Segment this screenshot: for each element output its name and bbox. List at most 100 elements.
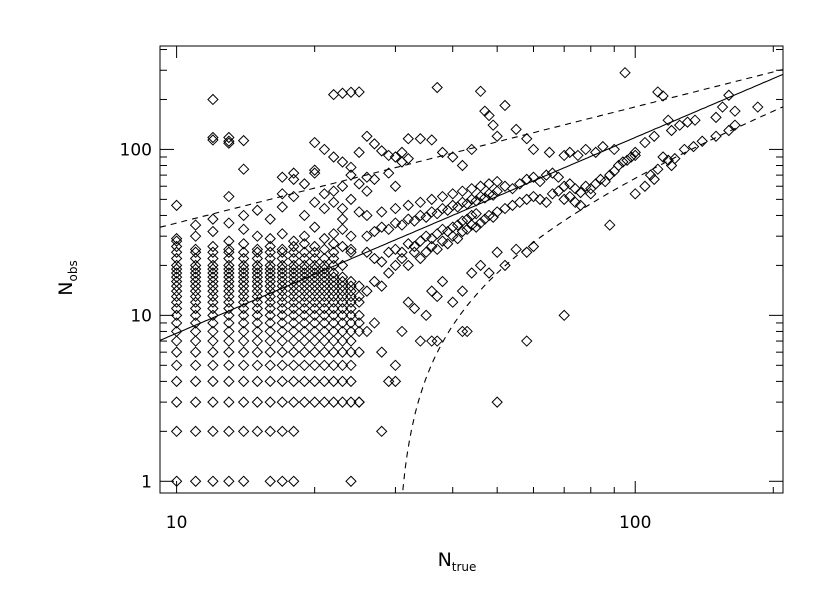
- data-point: [318, 188, 331, 200]
- data-point: [345, 275, 357, 288]
- data-point: [447, 296, 459, 308]
- data-point: [353, 325, 365, 338]
- data-point: [287, 280, 300, 292]
- data-point: [264, 232, 276, 245]
- data-point: [436, 275, 449, 288]
- data-point: [170, 232, 183, 245]
- data-point: [251, 296, 264, 308]
- data-point: [336, 271, 349, 283]
- data-point: [264, 346, 276, 358]
- data-point: [447, 221, 459, 233]
- data-point: [264, 240, 276, 253]
- data-point: [687, 140, 700, 153]
- data-point: [368, 173, 381, 186]
- data-point: [251, 375, 264, 388]
- data-point: [521, 193, 533, 206]
- data-point: [604, 169, 616, 181]
- data-point: [402, 152, 414, 165]
- data-point: [652, 163, 664, 175]
- data-point: [336, 346, 349, 358]
- data-point: [483, 209, 495, 222]
- data-point: [237, 259, 250, 272]
- data-point: [689, 114, 701, 126]
- data-point: [604, 219, 616, 231]
- data-point: [298, 335, 311, 347]
- data-point: [264, 259, 276, 272]
- data-point: [237, 134, 250, 147]
- data-point: [223, 235, 235, 247]
- upper-bound-line: [160, 68, 783, 228]
- data-point: [652, 86, 664, 98]
- data-point: [483, 109, 495, 122]
- data-point: [662, 154, 674, 166]
- data-point: [729, 105, 741, 117]
- data-point: [327, 285, 340, 297]
- data-point: [353, 309, 365, 322]
- data-point: [569, 196, 581, 209]
- data-point: [336, 213, 349, 225]
- data-point: [327, 151, 340, 163]
- data-point: [345, 335, 357, 347]
- data-point: [483, 178, 495, 190]
- data-point: [431, 243, 443, 256]
- data-point: [465, 143, 478, 156]
- data-point: [287, 290, 300, 303]
- data-point: [621, 154, 633, 166]
- data-point: [336, 240, 349, 253]
- data-point: [752, 101, 764, 113]
- data-point: [276, 243, 289, 256]
- data-point: [345, 475, 357, 487]
- data-point: [223, 246, 235, 258]
- data-point: [170, 359, 183, 372]
- data-point: [170, 271, 183, 283]
- data-point: [251, 359, 264, 372]
- data-point: [599, 175, 611, 188]
- data-point: [264, 271, 276, 283]
- data-point: [580, 143, 592, 156]
- data-point: [389, 217, 402, 229]
- data-point: [327, 346, 340, 358]
- data-point: [648, 130, 660, 142]
- data-point: [479, 192, 491, 204]
- data-point: [389, 180, 402, 192]
- data-point: [345, 280, 357, 292]
- data-point: [353, 206, 365, 218]
- data-point: [207, 271, 219, 283]
- data-point: [318, 259, 331, 272]
- data-point: [207, 225, 219, 238]
- data-point: [396, 252, 408, 265]
- data-point: [345, 161, 357, 174]
- data-point: [237, 346, 250, 358]
- data-point: [327, 317, 340, 329]
- data-point: [318, 375, 331, 388]
- data-point: [678, 143, 691, 156]
- data-point: [558, 309, 570, 322]
- data-point: [308, 346, 321, 358]
- data-point: [264, 375, 276, 388]
- data-point: [170, 309, 183, 322]
- data-point: [716, 101, 729, 113]
- data-point: [336, 156, 349, 168]
- data-point: [298, 325, 311, 338]
- data-point: [327, 290, 340, 303]
- data-point: [276, 290, 289, 303]
- data-point: [327, 375, 340, 388]
- lower-bound-line: [402, 106, 783, 493]
- data-point: [207, 280, 219, 292]
- data-point: [207, 396, 219, 408]
- data-point: [474, 180, 487, 192]
- data-point: [414, 235, 427, 247]
- data-point: [361, 171, 373, 183]
- data-point: [298, 209, 311, 222]
- data-point: [436, 235, 449, 247]
- data-point: [264, 317, 276, 329]
- data-point: [408, 240, 421, 253]
- data-point: [580, 180, 592, 192]
- data-point: [298, 252, 311, 265]
- data-point: [298, 230, 311, 242]
- data-point: [456, 215, 469, 227]
- data-point: [264, 275, 276, 288]
- data-point: [170, 199, 183, 212]
- data-point: [414, 133, 427, 145]
- data-point: [589, 178, 602, 190]
